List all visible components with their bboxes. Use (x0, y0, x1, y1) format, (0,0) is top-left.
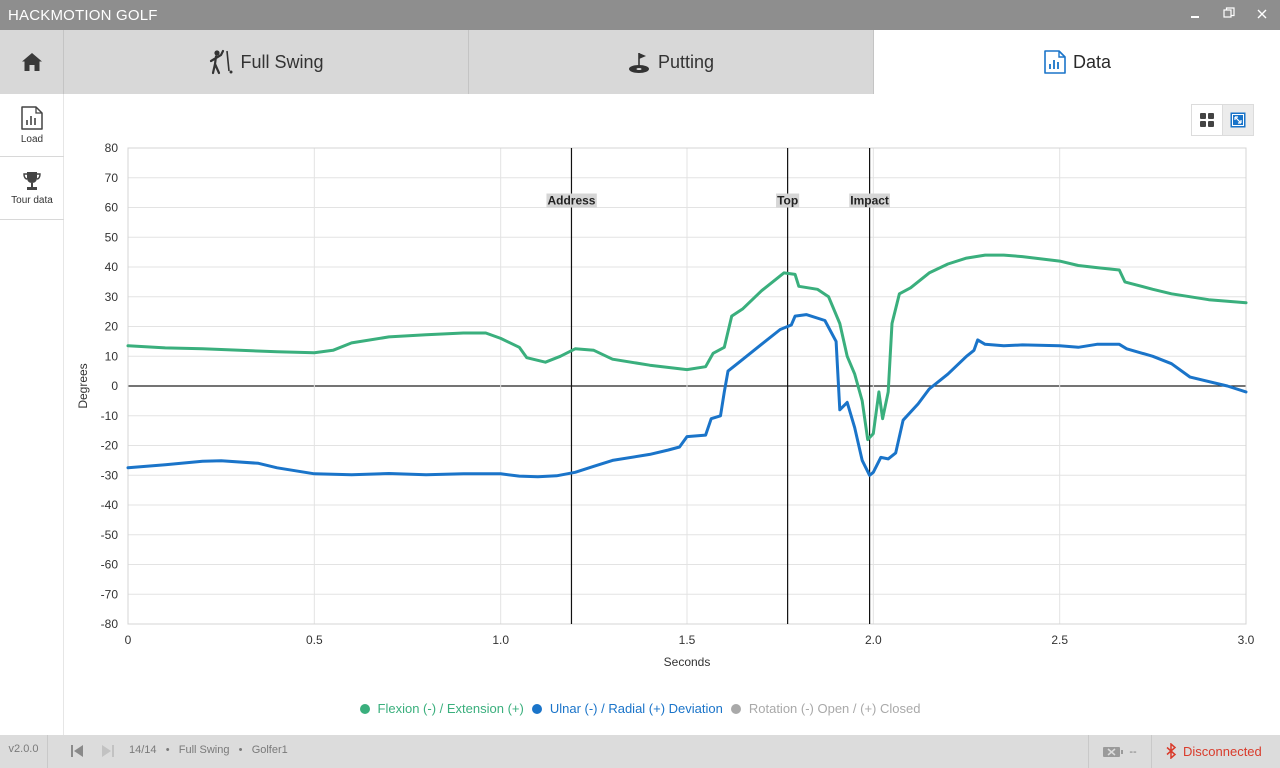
y-tick-label: -30 (101, 468, 119, 482)
y-tick-label: 60 (105, 201, 119, 215)
golfer-icon (210, 49, 233, 75)
y-tick-label: -10 (101, 409, 119, 423)
plot-border (127, 147, 1247, 625)
version-label: v2.0.0 (0, 735, 48, 768)
y-tick-label: 20 (105, 320, 119, 334)
first-record-icon[interactable] (69, 743, 85, 759)
x-axis-title: Seconds (664, 655, 711, 669)
legend-item-flexion[interactable]: Flexion (-) / Extension (+) (359, 701, 524, 716)
tour-data-label: Tour data (11, 195, 53, 206)
separator-dot-1: • (159, 744, 176, 756)
legend-label-deviation: Ulnar (-) / Radial (+) Deviation (549, 701, 723, 716)
legend-item-rotation[interactable]: Rotation (-) Open / (+) Closed (730, 701, 921, 716)
y-tick-label: -40 (101, 498, 119, 512)
x-tick-label: 0.5 (306, 633, 323, 647)
y-tick-label: -20 (101, 439, 119, 453)
separator-dot-2: • (232, 744, 249, 756)
sidebar: Load Tour data (0, 94, 64, 735)
restore-icon (1223, 7, 1235, 18)
expand-view-button[interactable] (1222, 104, 1254, 136)
series-line-0 (126, 253, 1248, 442)
y-tick-label: 80 (105, 141, 119, 155)
chart-legend: Flexion (-) / Extension (+) Ulnar (-) / … (0, 701, 1280, 716)
tab-putting-label: Putting (657, 51, 715, 72)
marker-label-bg (849, 193, 890, 208)
load-file-icon (21, 106, 43, 130)
grid-view-button[interactable] (1191, 104, 1223, 136)
bluetooth-icon (1166, 743, 1177, 759)
swing-data-chart: 80 70 60 50 40 30 20 10 0 -10 -20 -30 -40 -50 -60 -70 -8… (76, 141, 1255, 669)
tab-data[interactable]: Data (874, 30, 1280, 94)
legend-dot-rotation (730, 703, 741, 714)
y-tick-label: -60 (101, 558, 119, 572)
tour-data-button[interactable]: Tour data (0, 157, 64, 220)
restore-button[interactable] (1218, 5, 1240, 25)
close-button[interactable] (1251, 5, 1273, 25)
tab-full-swing-label: Full Swing (240, 51, 324, 72)
marker-label-address: Address (547, 194, 595, 208)
last-record-icon[interactable] (100, 743, 116, 759)
y-tick-label: 70 (105, 171, 119, 185)
series-line-1 (126, 313, 1248, 479)
minimize-icon (1191, 16, 1199, 18)
putting-green-icon (628, 53, 649, 73)
load-label: Load (20, 134, 44, 145)
y-tick-label: -70 (101, 587, 119, 601)
y-axis-title: Degrees (76, 363, 90, 408)
expand-view-icon (1230, 112, 1246, 128)
record-info: 14/14 • Full Swing • Golfer1 (129, 744, 288, 756)
marker-label-impact: Impact (850, 194, 889, 208)
y-tick-label: 10 (105, 349, 119, 363)
tab-full-swing[interactable]: Full Swing (64, 30, 469, 94)
data-view (64, 94, 1280, 735)
trophy-icon (23, 172, 41, 190)
home-icon (21, 53, 42, 71)
x-tick-label: 0 (125, 633, 132, 647)
main-tab-bar: Full Swing Putting Data (0, 30, 1280, 94)
y-tick-label: 50 (105, 230, 119, 244)
y-tick-label: 30 (105, 290, 119, 304)
legend-item-deviation[interactable]: Ulnar (-) / Radial (+) Deviation (531, 701, 723, 716)
legend-label-flexion: Flexion (-) / Extension (+) (377, 701, 524, 716)
battery-status: -- (1088, 735, 1152, 768)
connection-label: Disconnected (1183, 743, 1262, 759)
marker-label-top: Top (777, 194, 798, 208)
record-mode: Full Swing (178, 744, 230, 756)
home-button[interactable] (0, 30, 64, 94)
y-tick-label: -50 (101, 528, 119, 542)
marker-label-bg (776, 193, 800, 208)
grid-view-icon (1200, 113, 1214, 127)
legend-dot-deviation (531, 703, 542, 714)
data-file-icon (1044, 50, 1066, 74)
x-tick-label: 1.0 (492, 633, 509, 647)
battery-empty-icon (1103, 746, 1124, 757)
x-tick-label: 3.0 (1238, 633, 1255, 647)
y-tick-label: 40 (105, 260, 119, 274)
tab-data-label: Data (1072, 51, 1112, 72)
load-button[interactable]: Load (0, 94, 64, 157)
x-tick-label: 1.5 (679, 633, 696, 647)
title-bar: HACKMOTION GOLF (0, 0, 1280, 30)
close-icon (1257, 9, 1267, 19)
y-tick-label: -80 (101, 617, 119, 631)
tab-putting[interactable]: Putting (469, 30, 874, 94)
marker-label-bg (546, 193, 597, 208)
x-tick-label: 2.0 (865, 633, 882, 647)
connection-status[interactable]: Disconnected (1165, 743, 1262, 759)
status-bar: v2.0.0 14/14 • Full Swing • Golfer1 -- D… (0, 735, 1280, 768)
x-tick-label: 2.5 (1051, 633, 1068, 647)
record-golfer: Golfer1 (251, 744, 288, 756)
record-counter: 14/14 (129, 744, 157, 756)
app-title: HACKMOTION GOLF (8, 7, 158, 24)
battery-level: -- (1129, 745, 1137, 758)
minimize-button[interactable] (1184, 5, 1206, 25)
legend-dot-flexion (359, 703, 370, 714)
legend-label-rotation: Rotation (-) Open / (+) Closed (748, 701, 921, 716)
y-tick-label: 0 (111, 379, 118, 393)
